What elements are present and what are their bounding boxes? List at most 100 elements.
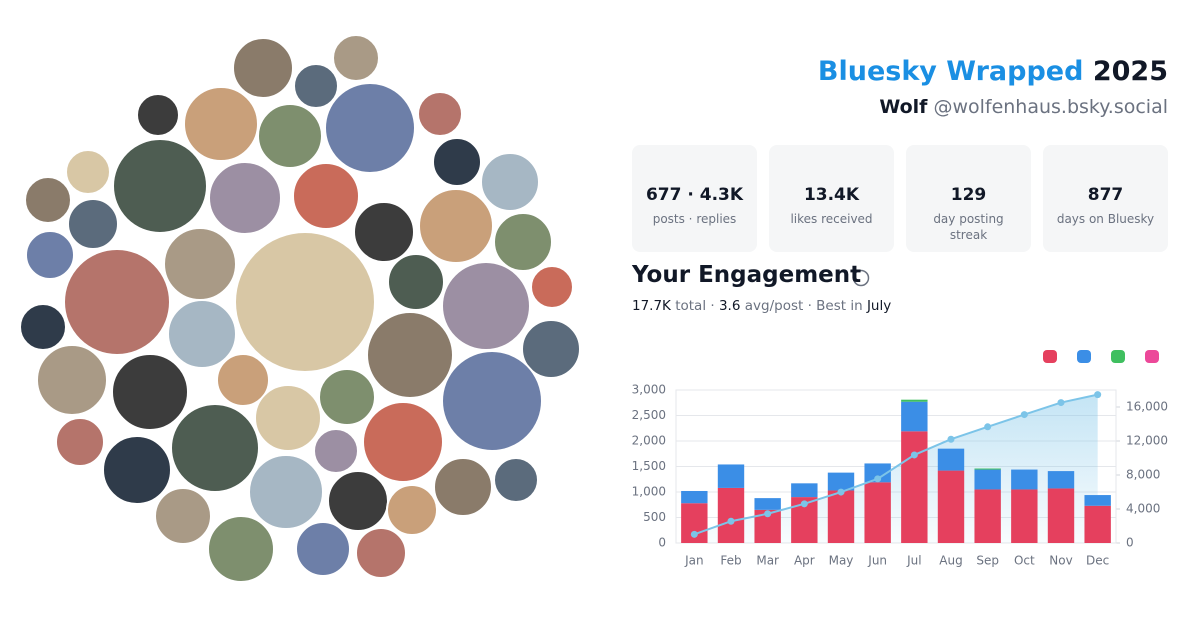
avatar [493,212,553,272]
x-tick-label: Aug [939,554,962,568]
summary-part: 3.6 [718,298,741,314]
avatar [25,230,75,280]
cumulative-point [910,451,918,459]
avatar [355,527,407,579]
avatar [418,188,494,264]
avatar [353,201,415,263]
y2-tick-label: 8,000 [1126,468,1160,482]
avatar [480,152,540,212]
avatar [216,353,270,407]
legend-icon [1077,350,1091,363]
avatar [441,350,543,452]
avatar [154,487,212,545]
cumulative-line [693,393,1098,536]
avatar [441,261,531,351]
cumulative-point [800,500,808,508]
avatar [292,162,360,230]
cumulative-point [874,475,882,483]
x-tick-label: Dec [1086,554,1109,568]
y2-tick-label: 4,000 [1126,502,1160,516]
avatar [67,198,119,250]
bar-segment [901,401,928,432]
avatar [102,435,172,505]
engagement-title: Your Engagement [632,262,862,288]
x-tick-label: Nov [1049,554,1072,568]
bar-segment [974,468,1001,470]
stat-card: 677 · 4.3K posts · replies [632,145,757,252]
legend-icon [1145,350,1159,363]
cumulative-point [1057,399,1065,407]
avatar [362,401,444,483]
cumulative-point [837,488,845,496]
x-tick-label: Sep [976,554,999,568]
cumulative-point [947,435,955,443]
avatar [208,161,282,235]
avatar [366,311,454,399]
stat-value: 129 [950,185,987,205]
bar-segment [1084,495,1111,506]
stat-card: 877 days on Bluesky [1043,145,1168,252]
stat-card: 129 day posting streak [906,145,1031,252]
avatar [313,428,359,474]
avatar [521,319,581,379]
avatar [254,384,322,452]
bar-segment [901,399,928,402]
title-brand: Bluesky Wrapped [817,56,1084,87]
bar-segment [754,498,781,510]
bar-segment [974,489,1001,543]
avatar [65,149,111,195]
bar-segment [791,483,818,498]
x-tick-label: Oct [1014,554,1035,568]
bar-segment [1047,471,1075,489]
user: Wolf @wolfenhaus.bsky.social [879,96,1168,118]
cumulative-point [727,517,735,525]
y2-tick-label: 12,000 [1126,434,1168,448]
avatar [232,37,294,99]
y-tick-label: 500 [643,510,666,524]
avatar [234,231,376,373]
y-tick-label: 1,500 [632,459,666,473]
avatar [318,368,376,426]
bar-segment [1011,489,1038,543]
avatar [530,265,574,309]
avatar [417,91,463,137]
bar-segment [937,470,965,543]
avatar [248,454,324,530]
title-year: 2025 [1092,56,1168,87]
stat-card: 13.4K likes received [769,145,894,252]
title: Bluesky Wrapped 2025 [818,56,1168,87]
avatar [332,34,380,82]
bar-segment [864,482,891,543]
avatar [295,521,351,577]
bar-segment [937,448,965,471]
y-tick-label: 3,000 [632,383,666,397]
bar-segment [717,464,745,488]
avatar [167,299,237,369]
user-handle: @wolfenhaus.bsky.social [933,96,1168,118]
avatar [327,470,389,532]
avatar [207,515,275,583]
bar-segment [827,490,855,543]
avatar [111,353,189,431]
bar-segment [827,472,855,491]
avatar [163,227,237,301]
avatar [55,417,105,467]
x-tick-label: Mar [756,554,779,568]
cumulative-point [984,423,992,431]
avatar [324,82,416,174]
avatar [257,103,323,169]
y2-tick-label: 0 [1126,536,1134,550]
y-tick-label: 2,000 [632,434,666,448]
summary-part: avg/post · Best in [740,298,867,314]
avatar [432,137,482,187]
y-tick-label: 1,000 [632,485,666,499]
avatar [183,86,259,162]
avatar [433,457,493,517]
stat-value: 877 [1087,185,1124,205]
legend-icon [1111,350,1125,363]
bar-segment [1011,469,1038,490]
x-tick-label: Jan [684,554,704,568]
bar-segment [1084,505,1111,543]
avatar [24,176,72,224]
